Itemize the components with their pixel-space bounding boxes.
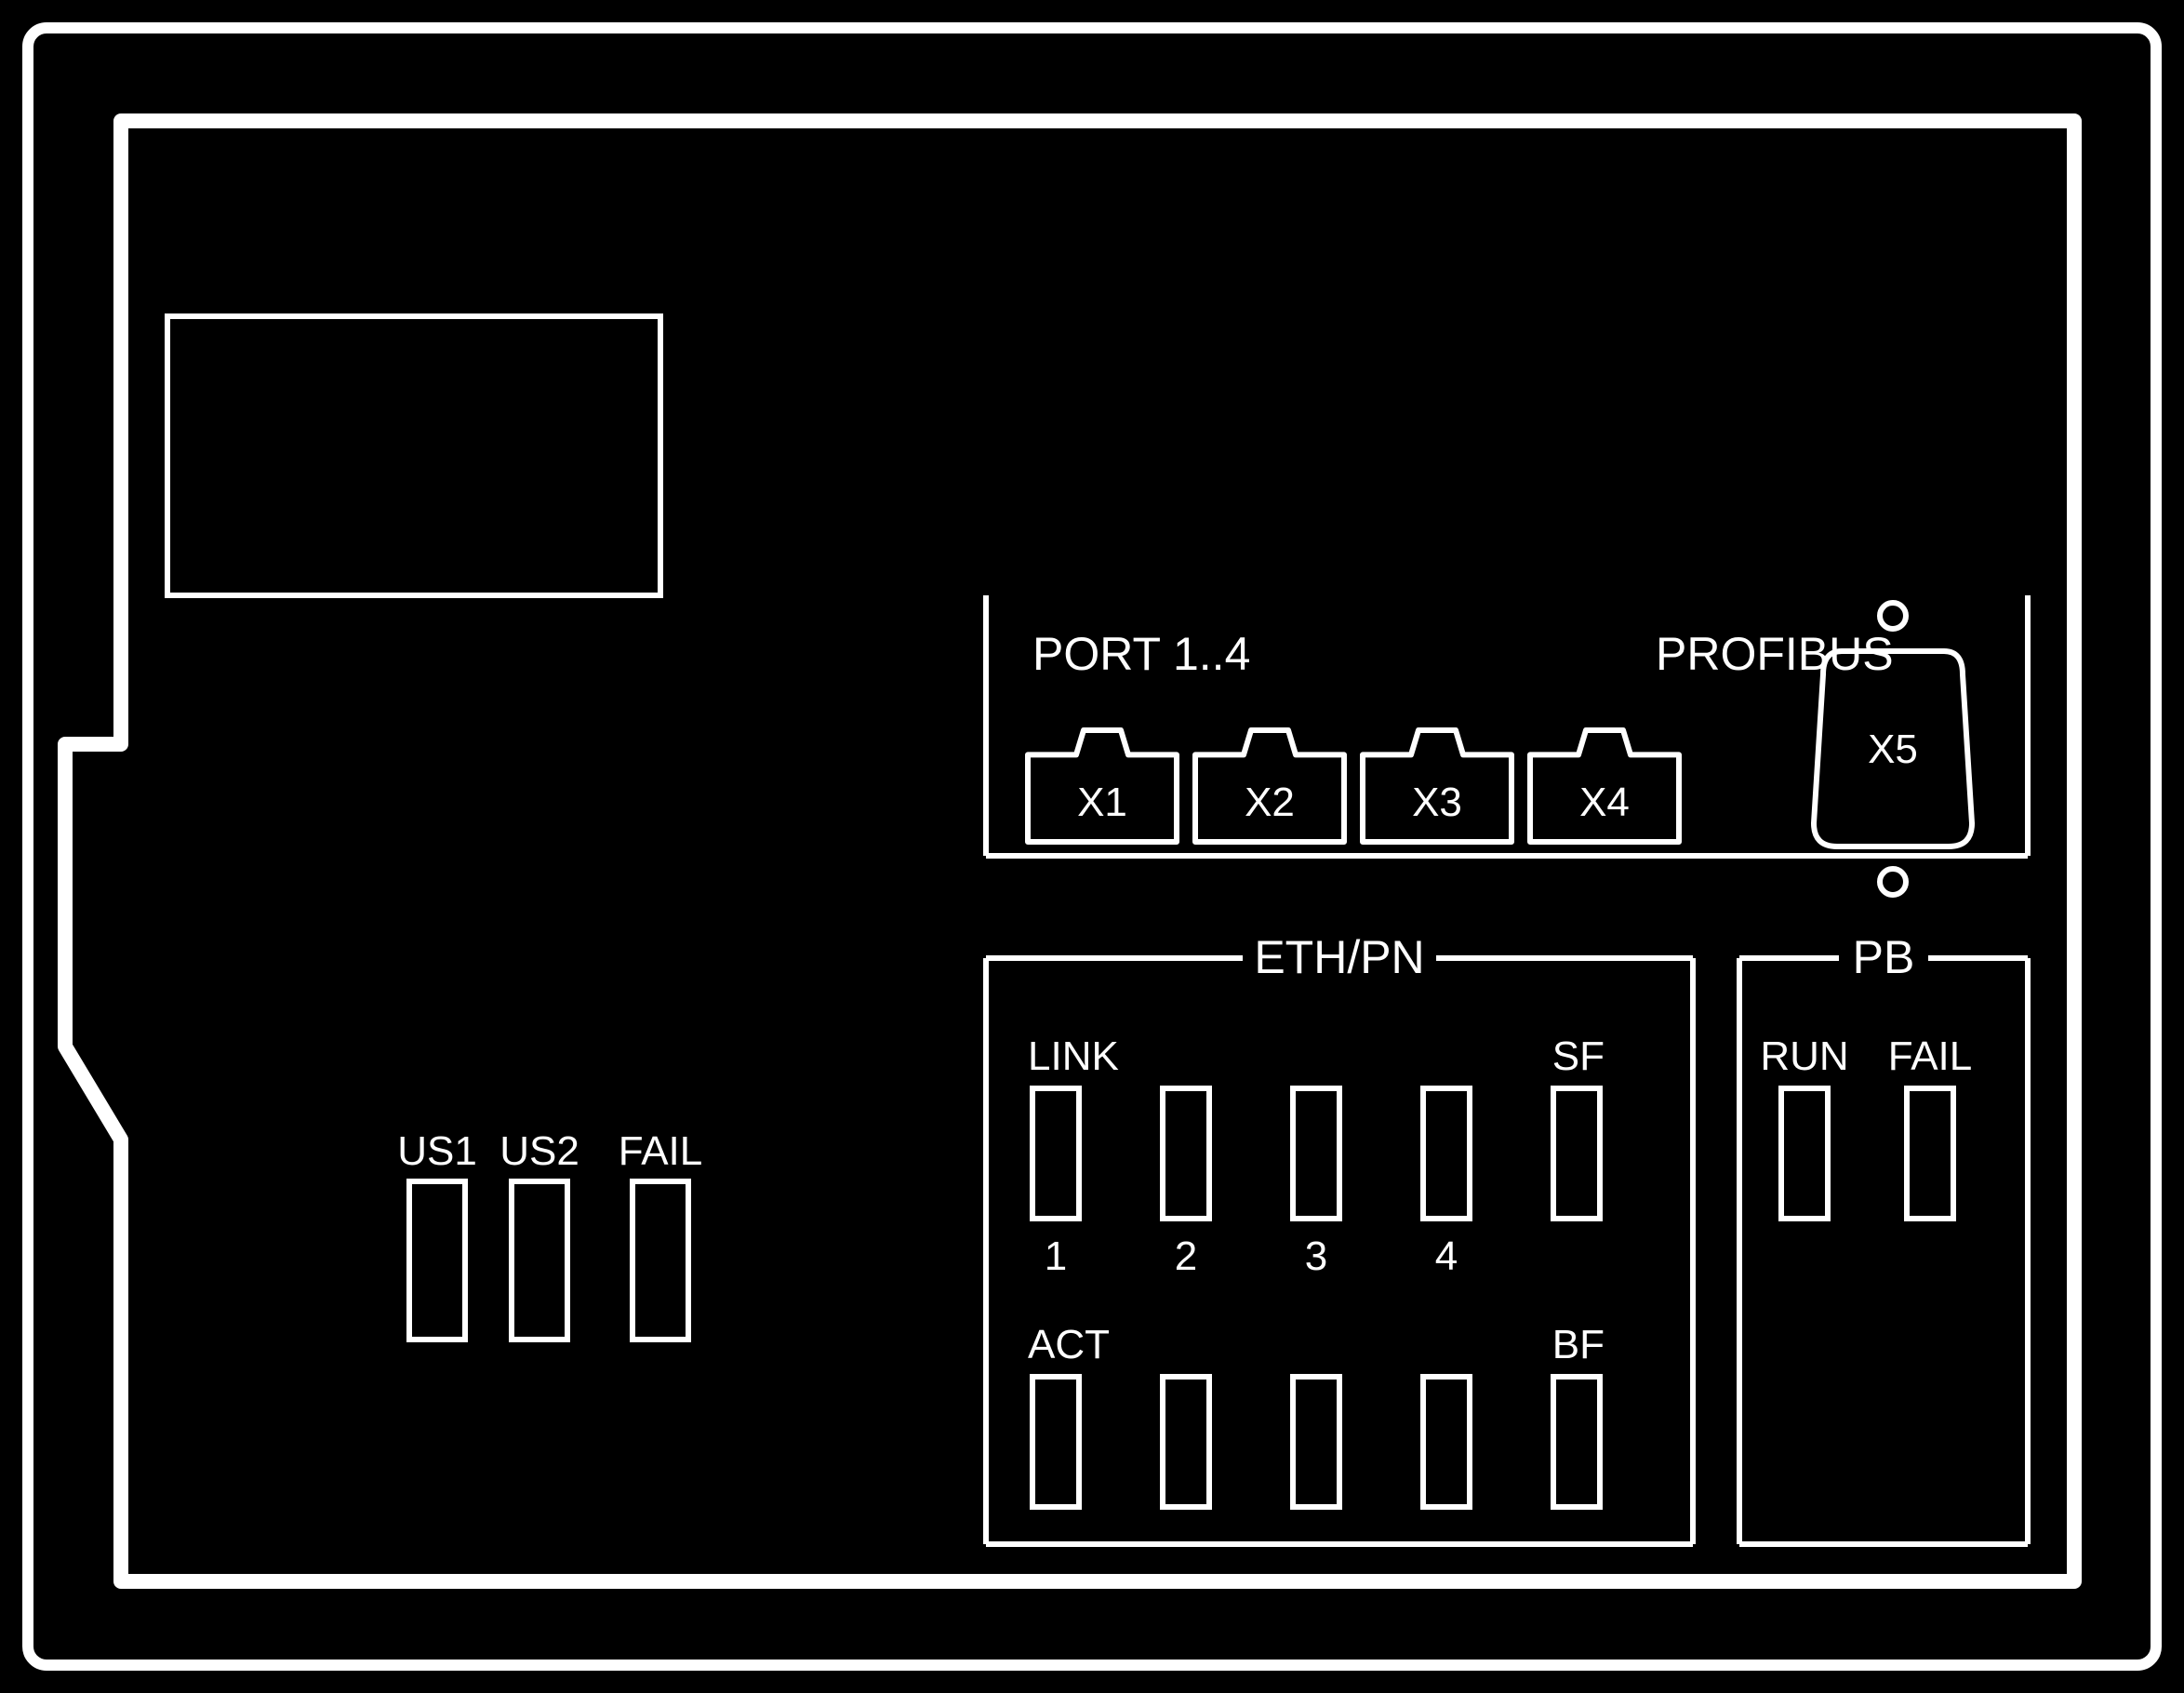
link-label: LINK: [1028, 1033, 1119, 1079]
power-led-label-2: FAIL: [619, 1128, 703, 1174]
act-label: ACT: [1028, 1322, 1110, 1367]
port-number-3: 3: [1305, 1233, 1327, 1279]
port-number-1: 1: [1045, 1233, 1067, 1279]
ports-title: PORT 1..4: [1032, 628, 1250, 680]
rj45-port-3-label: X3: [1412, 780, 1462, 825]
port-number-2: 2: [1175, 1233, 1197, 1279]
bf-label: BF: [1552, 1322, 1605, 1367]
sf-label: SF: [1552, 1033, 1605, 1079]
pb-title: PB: [1853, 931, 1915, 983]
device-panel-diagram: PORT 1..4PROFIBUSX1X2X3X4X5US1US2FAILETH…: [0, 0, 2184, 1693]
db9-label: X5: [1868, 727, 1918, 772]
eth-pn-title: ETH/PN: [1254, 931, 1424, 983]
pb-fail-label: FAIL: [1888, 1033, 1973, 1079]
power-led-label-1: US2: [499, 1128, 579, 1174]
rj45-port-4-label: X4: [1579, 780, 1630, 825]
port-number-4: 4: [1435, 1233, 1458, 1279]
pb-run-label: RUN: [1760, 1033, 1848, 1079]
rj45-port-1-label: X1: [1077, 780, 1127, 825]
power-led-label-0: US1: [397, 1128, 477, 1174]
rj45-port-2-label: X2: [1245, 780, 1295, 825]
